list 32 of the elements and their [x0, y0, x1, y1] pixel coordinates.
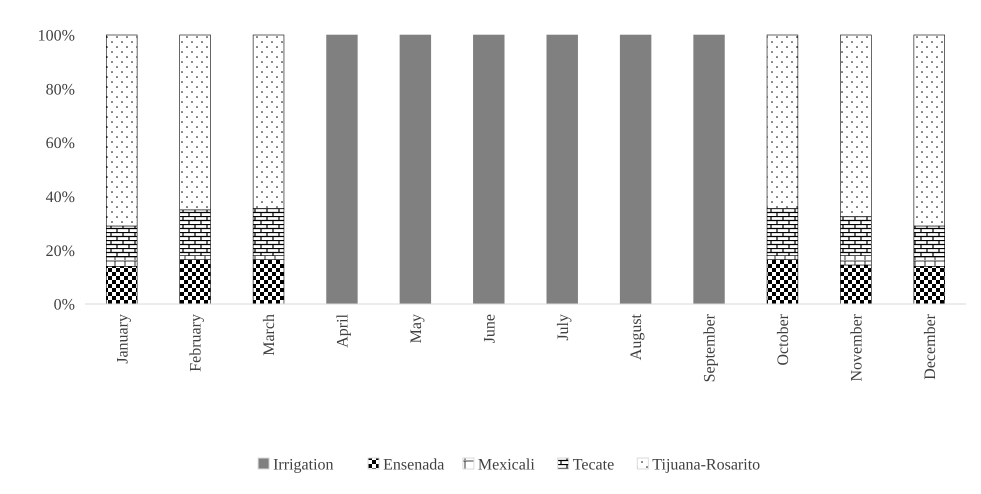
- bar: [400, 34, 432, 304]
- y-tick-label: 0%: [54, 296, 75, 314]
- x-tick-label: November: [848, 313, 866, 382]
- legend-label: Tecate: [572, 456, 614, 474]
- x-tick-label: October: [775, 313, 792, 366]
- legend-label: Ensenada: [383, 456, 444, 474]
- bar: [252, 259, 284, 304]
- bar: [326, 34, 358, 304]
- x-tick-label: April: [334, 313, 352, 348]
- bar: [546, 34, 578, 304]
- y-tick-label: 100%: [38, 28, 75, 45]
- x-tick-label: July: [554, 314, 572, 341]
- legend-label: Irrigation: [273, 456, 334, 474]
- bar: [473, 34, 505, 304]
- bar: [179, 259, 211, 304]
- bar: [693, 34, 725, 304]
- x-tick-label: September: [702, 313, 719, 382]
- y-tick-label: 60%: [46, 135, 75, 152]
- bar: [620, 34, 652, 304]
- x-tick-label: January: [114, 314, 132, 364]
- legend-label: Mexicali: [478, 456, 536, 474]
- x-tick-label: March: [261, 314, 278, 356]
- x-tick-label: February: [188, 314, 205, 372]
- x-tick-label: August: [628, 313, 646, 360]
- y-tick-label: 20%: [46, 242, 75, 260]
- bar: [766, 259, 798, 304]
- x-tick-label: June: [481, 314, 498, 344]
- y-tick-label: 40%: [46, 189, 75, 206]
- x-tick-label: December: [922, 313, 939, 380]
- x-tick-label: May: [408, 314, 425, 344]
- y-tick-label: 80%: [46, 81, 75, 98]
- legend-label: Tijuana-Rosarito: [652, 456, 760, 474]
